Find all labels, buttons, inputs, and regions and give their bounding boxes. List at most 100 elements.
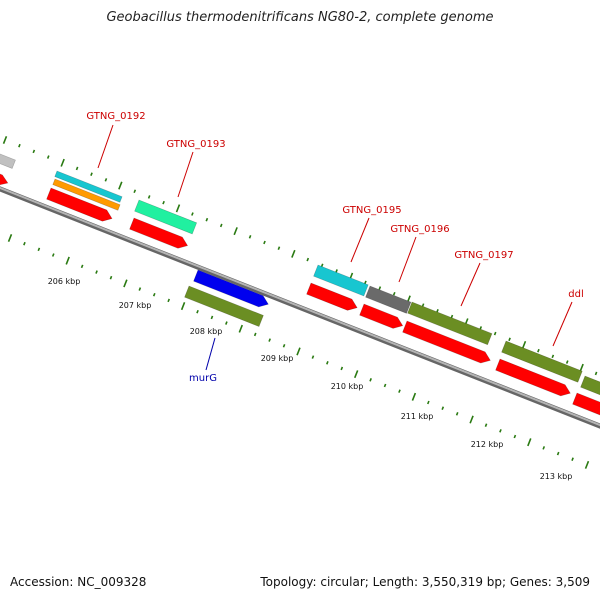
inner-tick [527,438,532,447]
inner-tick [253,332,257,337]
inner-tick [542,446,546,450]
feature-gtng0196 [365,285,412,314]
inner-tick [556,451,560,456]
outer-tick [75,166,79,171]
feature-gtng0196-cds [359,303,404,329]
outer-tick [248,235,252,239]
inner-tick [340,366,344,371]
inner-tick [426,400,430,405]
outer-tick [579,363,584,372]
outer-tick [219,223,223,228]
scale-label: 213 kbp [540,472,573,481]
feature-gtng0192-cds [46,187,113,222]
label-layer: GTNG_0192 GTNG_0193 GTNG_0195 GTNG_0196 GTNG… [48,111,584,481]
outer-tick [493,331,497,336]
inner-tick [455,412,459,416]
inner-tick [353,370,359,379]
inner-tick [311,355,315,359]
leader-line-g0195 [350,217,370,263]
inner-tick [499,429,502,433]
feature-gtng0195 [313,264,369,297]
inner-tick [268,338,271,342]
inner-tick [210,315,214,320]
leader-line-g0193 [177,151,194,198]
inner-tick [584,460,590,469]
feature-partial-olive [580,375,600,396]
scale-label: 206 kbp [48,277,81,286]
outer-tick [18,143,21,148]
inner-tick [411,392,417,401]
outer-tick [277,246,281,250]
scale-label: 212 kbp [471,440,504,449]
outer-tick [537,348,540,353]
accession-text: Accession: NC_009328 [10,575,147,589]
scale-label: 210 kbp [331,382,364,391]
inner-tick [238,324,244,333]
feature-partial-red-right [572,392,600,416]
inner-tick [95,270,98,274]
outer-tick [291,249,296,258]
feature-gtng0197-cds [402,320,491,364]
outer-tick [436,309,439,313]
feature-ddl [501,340,583,383]
scale-label: 208 kbp [190,327,223,336]
outer-tick [175,204,181,213]
inner-tick [469,415,474,424]
inner-tick [152,292,156,297]
outer-tick [378,286,382,290]
backbone-layer [0,186,600,429]
outer-tick [147,195,151,199]
outer-tick [320,263,324,268]
inner-tick [296,347,301,356]
feature-gtng0195-cds [306,282,358,311]
inner-tick [80,264,84,269]
outer-tick [233,227,238,236]
inner-tick [326,361,329,365]
feature-murg [193,269,269,308]
outer-tick [46,155,50,159]
outer-tick [263,240,266,245]
outer-tick [421,303,425,307]
outer-tick [2,135,8,145]
outer-tick [191,212,194,216]
feature-gtng0192-cyan [54,170,123,203]
outer-tick [118,181,123,190]
gene-label-g0192: GTNG_0192 [86,111,145,122]
inner-tick [282,343,286,348]
scale-label: 211 kbp [401,412,434,421]
leader-line-murG [205,337,216,371]
leader-line-g0192 [97,124,114,169]
inner-tick [571,457,574,461]
outer-tick [364,280,367,285]
inner-tick [225,321,228,325]
inner-tick [383,383,387,388]
outer-tick [90,172,93,176]
inner-tick [123,279,128,288]
gene-label-ddl: ddl [568,289,583,300]
gene-label-g0196: GTNG_0196 [390,224,449,235]
inner-tick [369,378,372,382]
feature-gtng0192-orange [52,178,121,211]
outer-tick [508,337,511,342]
outer-tick [133,189,137,194]
scale-label: 209 kbp [261,354,294,363]
feature-murg-olive [184,285,264,327]
feature-partial-grey [0,153,16,169]
leader-line-g0196 [398,236,417,283]
summary-text: Topology: circular; Length: 3,550,319 bp… [260,575,590,589]
outer-tick [162,200,165,205]
outer-tick [306,257,310,262]
outer-tick [205,217,209,222]
outer-tick [551,354,555,359]
leader-line-ddl [552,301,573,347]
inner-tick [37,247,41,252]
inner-tick [7,233,13,243]
inner-tick [196,309,199,314]
inner-tick [51,253,55,257]
outer-tick [32,149,36,154]
map-title: Geobacillus thermodenitrificans NG80-2, … [106,10,494,25]
inner-tick [109,275,113,280]
gene-label-g0195: GTNG_0195 [342,205,401,216]
outer-tick [335,269,338,273]
